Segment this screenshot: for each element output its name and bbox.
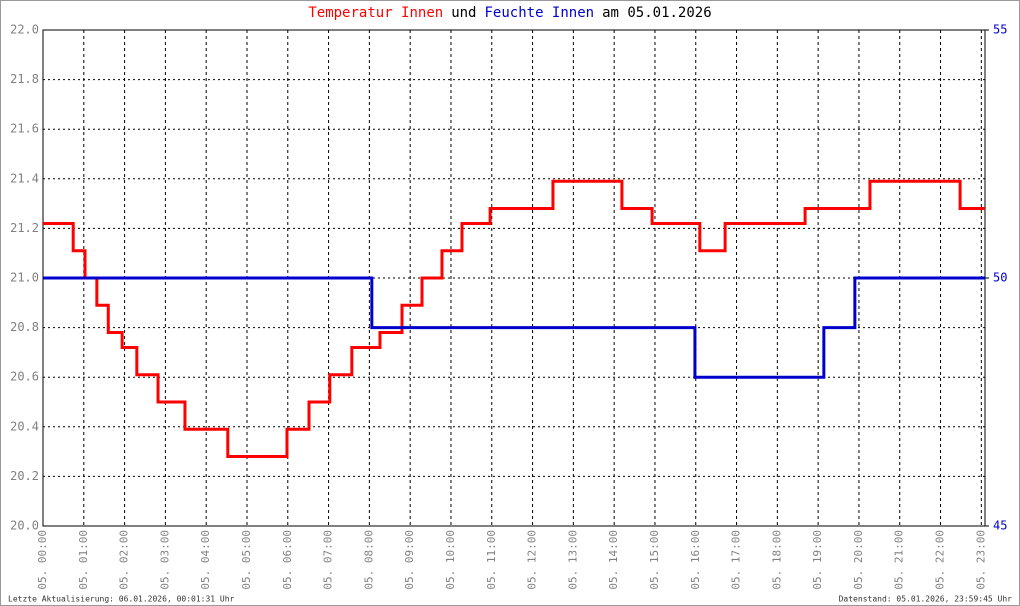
x-tick-label: 05. 20:00 <box>852 530 865 590</box>
x-tick-label: 05. 07:00 <box>322 530 335 590</box>
x-tick-label: 05. 13:00 <box>566 530 579 590</box>
y-tick-label: 20.8 <box>10 320 39 334</box>
x-tick-label: 05. 06:00 <box>281 530 294 590</box>
y-tick-label: 21.2 <box>10 221 39 235</box>
x-tick-label: 05. 09:00 <box>403 530 416 590</box>
title-connector: und <box>451 5 476 21</box>
y-tick-label: 21.8 <box>10 72 39 86</box>
footer-left: Letzte Aktualisierung: 06.01.2026, 00:01… <box>8 595 235 604</box>
y-tick-label: 20.4 <box>10 419 39 433</box>
x-tick-label: 05. 22:00 <box>934 530 947 590</box>
x-tick-label: 05. 23:00 <box>974 530 987 590</box>
y-tick-label: 20.6 <box>10 370 39 384</box>
y2-tick-label: 55 <box>993 23 1007 37</box>
x-tick-label: 05. 12:00 <box>526 530 539 590</box>
x-tick-label: 05. 03:00 <box>158 530 171 590</box>
y-tick-label: 20.2 <box>10 469 39 483</box>
y2-tick-label: 50 <box>993 271 1007 285</box>
x-tick-label: 05. 16:00 <box>689 530 702 590</box>
x-tick-label: 05. 15:00 <box>648 530 661 590</box>
y2-tick-label: 45 <box>993 519 1007 533</box>
series-line <box>43 276 985 379</box>
y-tick-label: 22.0 <box>10 23 39 37</box>
x-tick-label: 05. 11:00 <box>485 530 498 590</box>
x-tick-label: 05. 05:00 <box>240 530 253 590</box>
title-date: am 05.01.2026 <box>602 5 712 21</box>
x-tick-label: 05. 00:00 <box>36 530 49 590</box>
x-tick-label: 05. 04:00 <box>199 530 212 590</box>
x-tick-label: 05. 02:00 <box>118 530 131 590</box>
x-tick-label: 05. 19:00 <box>811 530 824 590</box>
y-tick-label: 20.0 <box>10 519 39 533</box>
x-tick-label: 05. 10:00 <box>444 530 457 590</box>
x-tick-label: 05. 18:00 <box>770 530 783 590</box>
x-tick-label: 05. 08:00 <box>362 530 375 590</box>
series-line <box>43 179 985 459</box>
x-tick-label: 05. 17:00 <box>730 530 743 590</box>
title-series-2: Feuchte Innen <box>485 5 595 21</box>
y-tick-label: 21.4 <box>10 171 39 185</box>
footer-right: Datenstand: 05.01.2026, 23:59:45 Uhr <box>839 595 1013 604</box>
x-tick-label: 05. 21:00 <box>893 530 906 590</box>
y-tick-label: 21.6 <box>10 122 39 136</box>
y-tick-label: 21.0 <box>10 271 39 285</box>
x-tick-label: 05. 01:00 <box>77 530 90 590</box>
x-tick-label: 05. 14:00 <box>607 530 620 590</box>
title-series-1: Temperatur Innen <box>308 5 443 21</box>
